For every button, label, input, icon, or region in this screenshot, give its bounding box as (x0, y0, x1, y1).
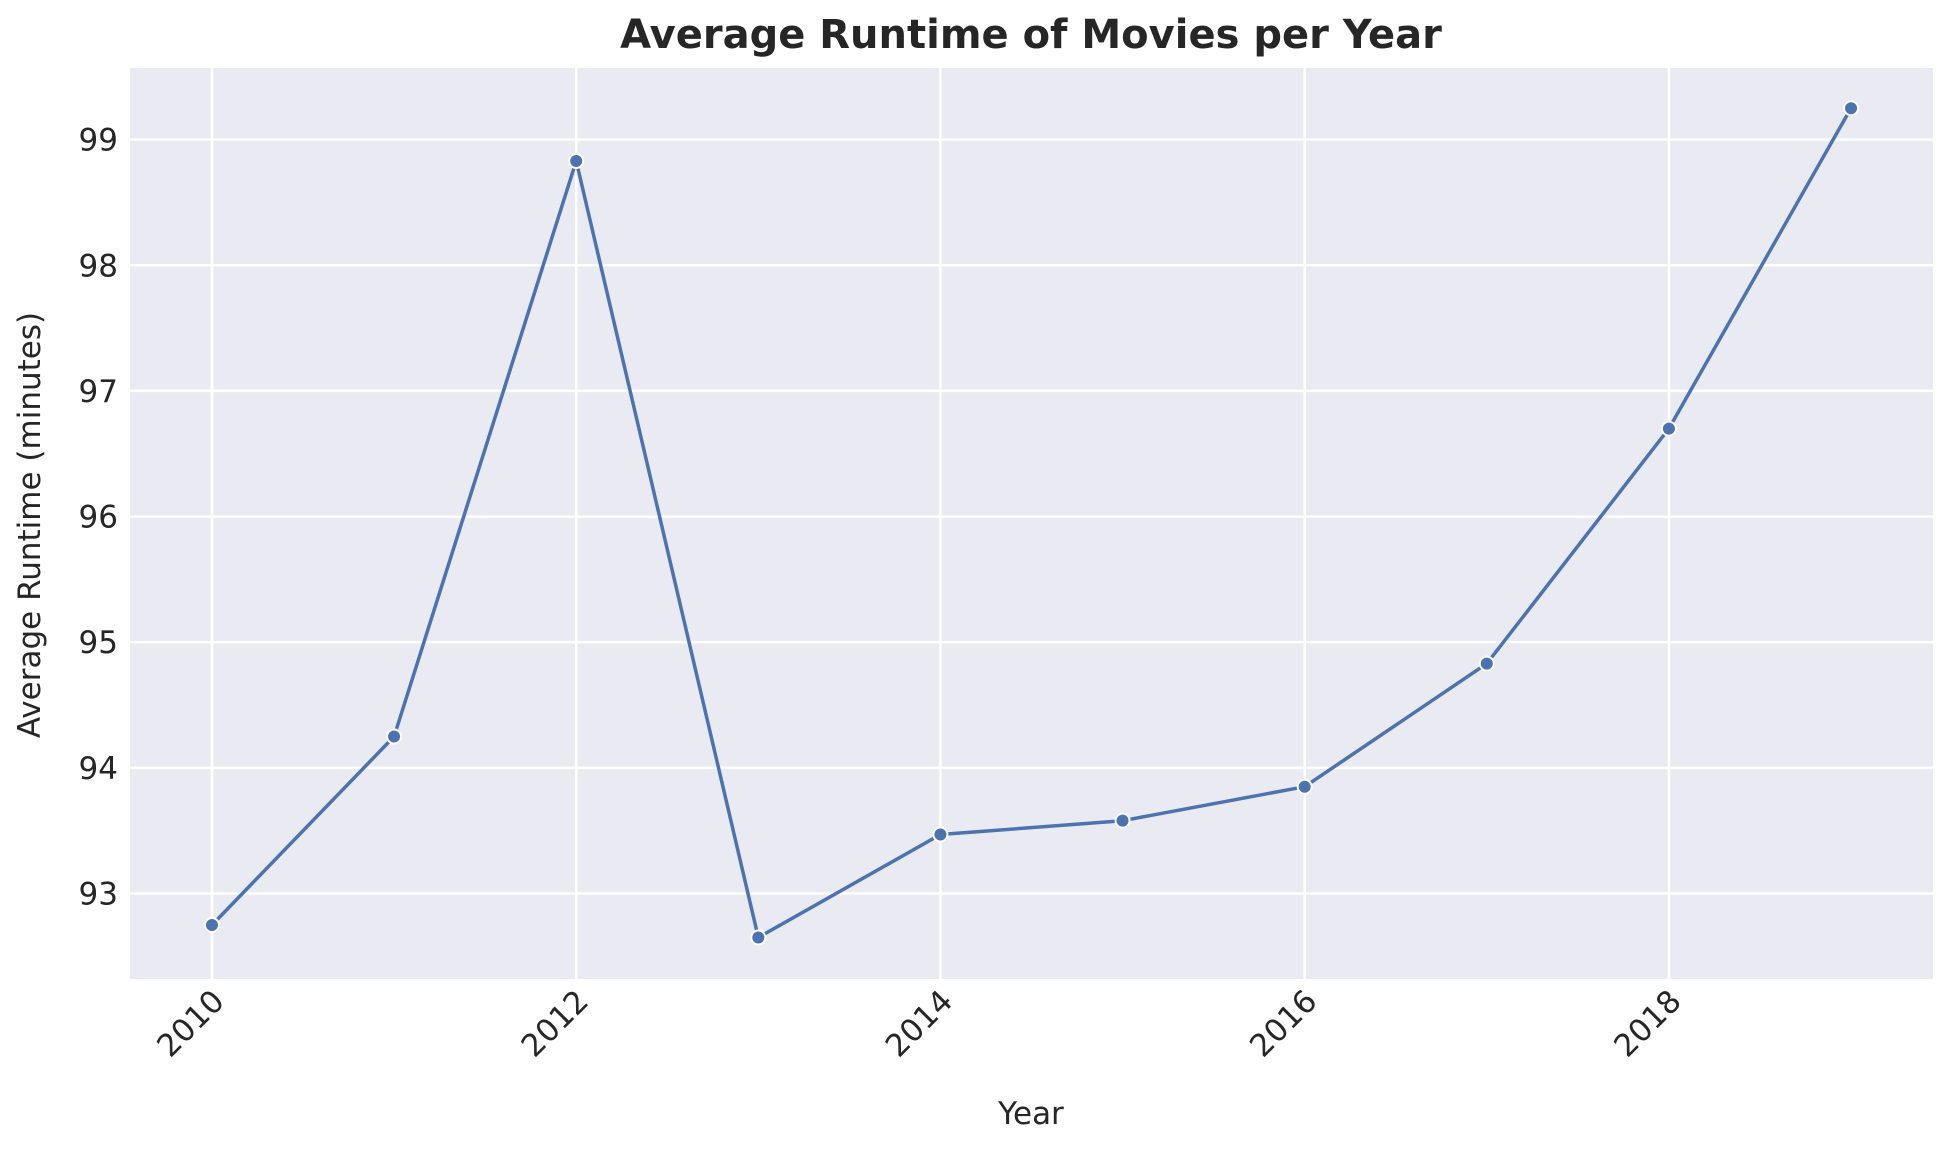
grid-lines (130, 68, 1933, 979)
y-tick-label: 96 (79, 500, 118, 536)
y-tick-label: 97 (79, 374, 118, 410)
data-point (203, 916, 220, 933)
chart-title: Average Runtime of Movies per Year (620, 12, 1442, 58)
data-point (568, 152, 585, 169)
y-tick-labels: 93 94 95 96 97 98 99 (79, 123, 118, 913)
y-tick-label: 98 (79, 248, 118, 284)
y-axis-label: Average Runtime (minutes) (12, 312, 48, 738)
data-point (1660, 420, 1677, 437)
series-layer (203, 100, 1860, 946)
data-point (386, 728, 403, 745)
y-tick-label: 94 (79, 751, 118, 787)
x-tick-labels: 2010 2012 2014 2016 2018 (150, 983, 1688, 1064)
series-line (210, 107, 1853, 940)
x-tick-label: 2012 (515, 983, 596, 1064)
data-point (750, 929, 767, 946)
x-tick-label: 2018 (1607, 983, 1688, 1064)
y-tick-label: 99 (79, 123, 118, 159)
y-tick-label: 95 (79, 625, 118, 661)
y-tick-label: 93 (79, 877, 118, 913)
plot-area (130, 68, 1933, 979)
data-point (1843, 100, 1860, 117)
data-point (932, 826, 949, 843)
data-point (1296, 778, 1313, 795)
data-point (1478, 655, 1495, 672)
data-point (1114, 812, 1131, 829)
x-axis-label: Year (997, 1096, 1064, 1132)
x-tick-label: 2014 (879, 983, 960, 1064)
x-tick-label: 2010 (150, 983, 231, 1064)
x-tick-label: 2016 (1243, 983, 1324, 1064)
